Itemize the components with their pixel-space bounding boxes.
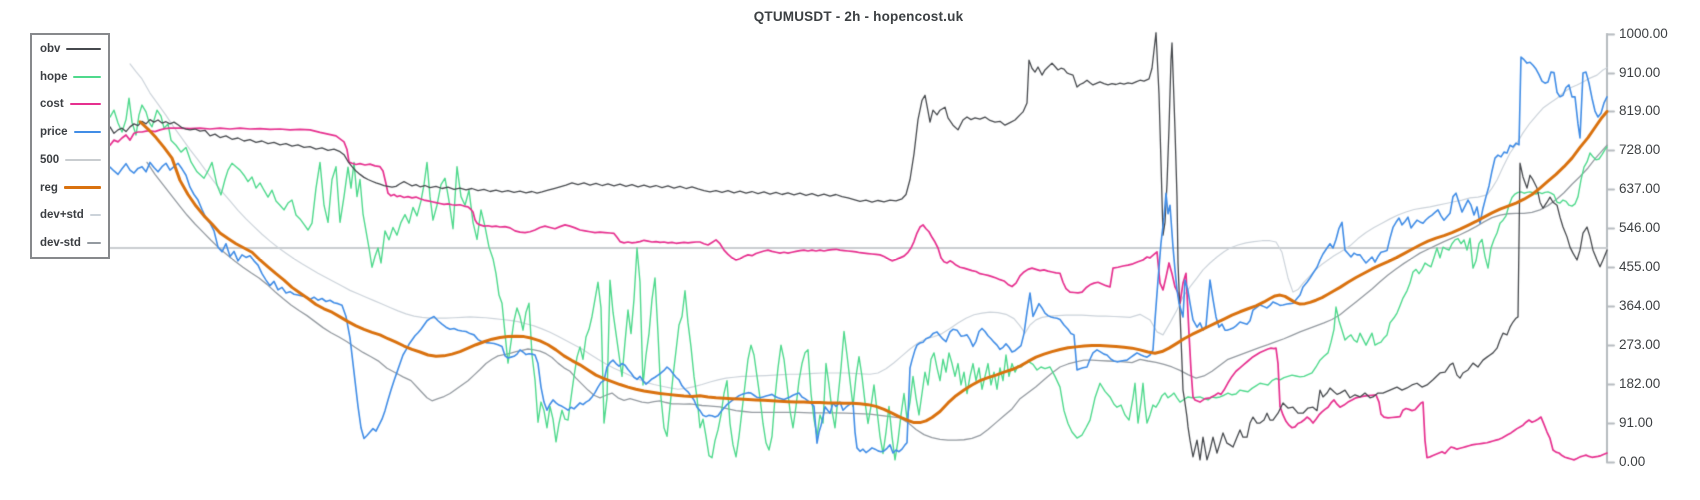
y-tick-label: 637.00 (1619, 181, 1661, 197)
legend-item-price: price (40, 125, 101, 139)
y-tick-label: 910.00 (1619, 64, 1661, 80)
chart-legend: obv hope cost price 500 reg dev+std dev-std (30, 33, 110, 259)
legend-line-sample (73, 75, 101, 78)
legend-label: cost (40, 98, 64, 111)
legend-item-cost: cost (40, 97, 101, 111)
legend-item-dev-std: dev+std (40, 208, 101, 222)
legend-item-dev-std: dev-std (40, 236, 101, 250)
y-tick-label: 91.00 (1619, 415, 1653, 431)
legend-label: obv (40, 43, 61, 55)
legend-line-sample (73, 131, 101, 134)
legend-label: dev-std (40, 236, 81, 249)
legend-label: dev+std (40, 209, 84, 222)
y-tick-label: 1000.00 (1619, 26, 1668, 41)
y-tick-label: 273.00 (1619, 337, 1661, 353)
y-tick-label: 546.00 (1619, 220, 1661, 236)
legend-line-sample (63, 186, 101, 190)
y-tick-label: 364.00 (1619, 298, 1661, 314)
y-tick-label: 182.00 (1619, 376, 1661, 392)
legend-label: 500 (40, 153, 60, 166)
y-tick-label: 455.00 (1619, 259, 1661, 275)
legend-label: hope (40, 70, 68, 83)
legend-line-sample (89, 214, 101, 217)
y-tick-label: 728.00 (1619, 142, 1661, 158)
legend-line-sample (66, 48, 101, 50)
y-tick-label: 819.00 (1619, 103, 1661, 119)
legend-item-reg: reg (40, 181, 101, 195)
legend-item-obv: obv (40, 42, 101, 56)
chart-title: QTUMUSDT - 2h - hopencost.uk (753, 9, 964, 24)
legend-line-sample (65, 158, 101, 161)
legend-label: reg (40, 181, 58, 194)
y-tick-label: 0.00 (1619, 454, 1646, 469)
legend-label: price (40, 126, 68, 139)
legend-line-sample (86, 241, 101, 244)
legend-item-hope: hope (40, 70, 101, 84)
legend-item-500: 500 (40, 153, 101, 167)
legend-line-sample (69, 103, 101, 106)
